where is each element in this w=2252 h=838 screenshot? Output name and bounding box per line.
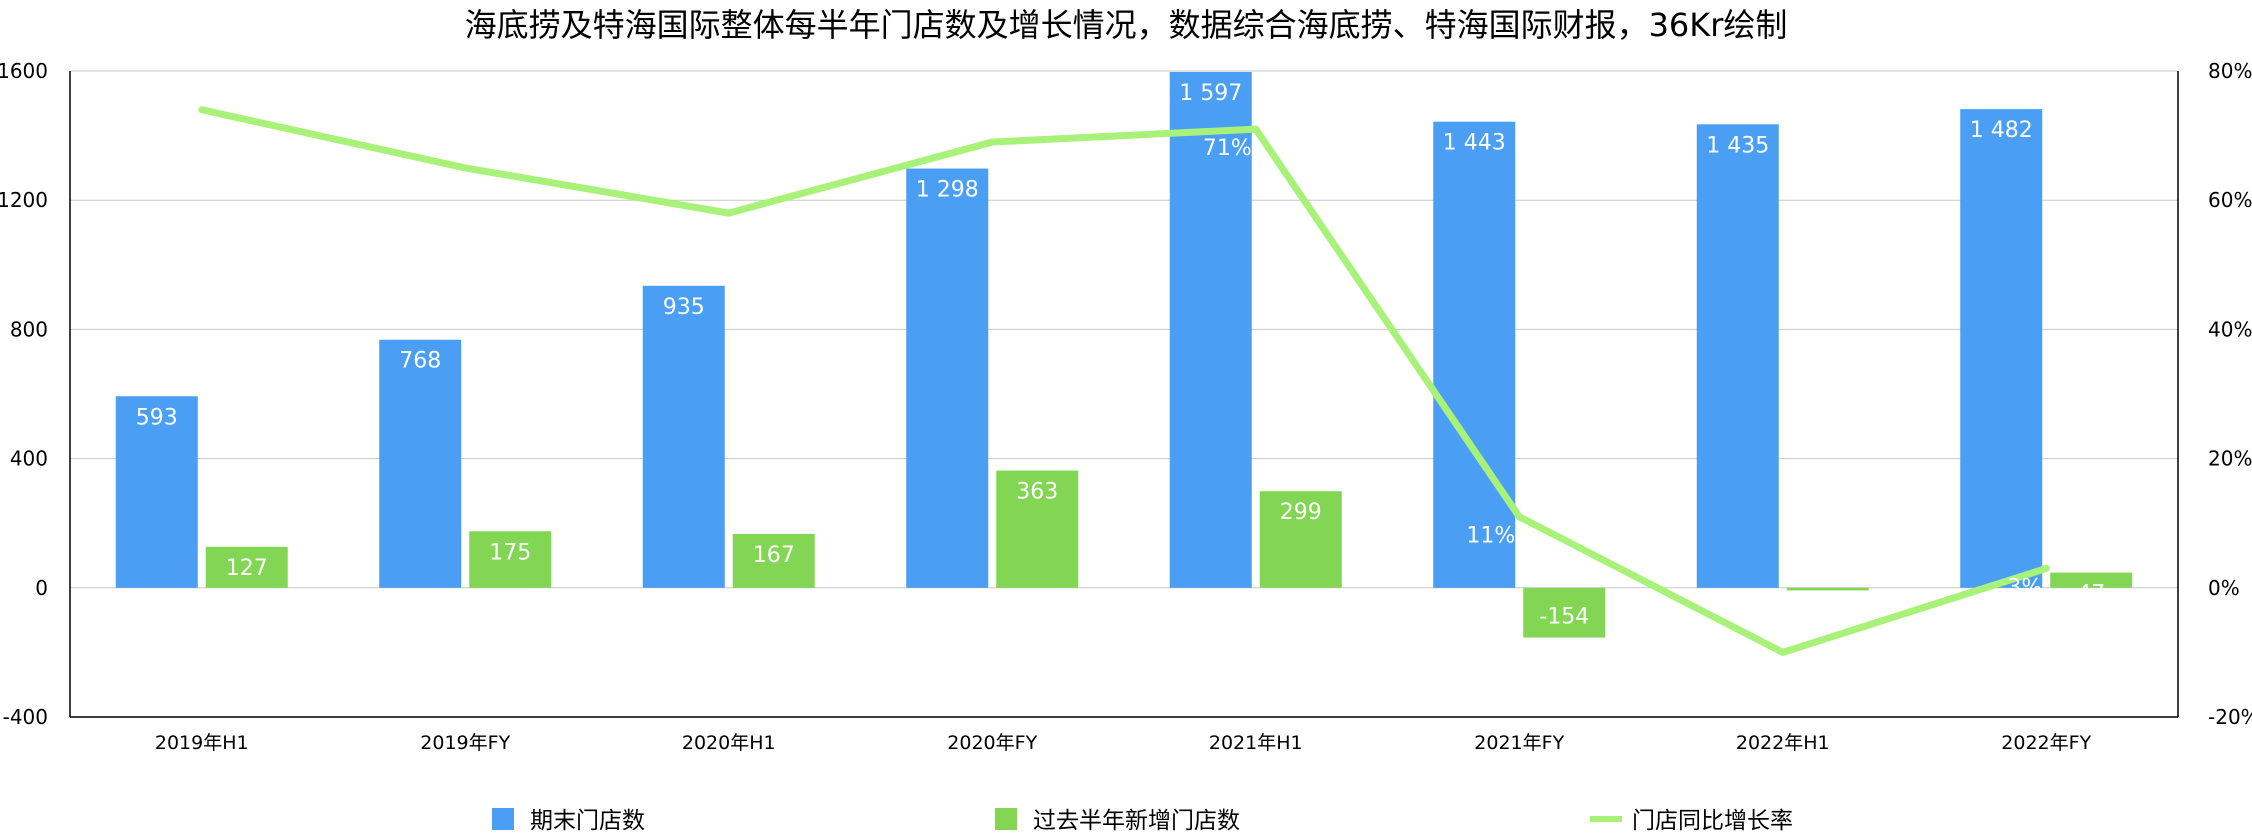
x-tick-label: 2021年H1 — [1209, 732, 1303, 754]
x-tick-label: 2021年FY — [1474, 732, 1564, 754]
data-label-new-stores: -154 — [1539, 605, 1589, 630]
data-label-store-count: 1 597 — [1179, 81, 1242, 106]
y-right-tick-label: 40% — [2208, 317, 2252, 341]
legend: 期末门店数 过去半年新增门店数 门店同比增长率 — [492, 808, 1793, 834]
y-left-tick-label: 400 — [10, 447, 48, 471]
x-tick-label: 2022年H1 — [1736, 732, 1830, 754]
bar-new-stores — [2050, 572, 2133, 588]
x-tick-label: 2022年FY — [2001, 732, 2091, 754]
data-label-store-count: 768 — [399, 349, 441, 374]
y-right-tick-label: 0% — [2208, 576, 2240, 600]
bar-layer — [115, 71, 2133, 638]
growth-rate-point — [989, 139, 996, 146]
bar-new-stores — [1786, 587, 1869, 591]
y-left-tick-label: -400 — [3, 705, 48, 729]
legend-item: 过去半年新增门店数 — [995, 808, 1240, 834]
growth-rate-point — [725, 210, 732, 217]
bar-store-count — [1960, 109, 2043, 588]
legend-item: 门店同比增长率 — [1590, 808, 1793, 834]
bar-store-count — [1169, 71, 1252, 588]
bar-new-stores — [1523, 587, 1606, 638]
growth-rate-point — [462, 164, 469, 171]
growth-rate-point — [2043, 565, 2050, 572]
bar-store-count — [1696, 124, 1779, 588]
bar-store-count — [1433, 121, 1516, 588]
data-label-new-stores: 363 — [1016, 480, 1058, 505]
data-label-growth-rate: 3% — [2007, 575, 2042, 600]
data-label-store-count: 1 298 — [916, 178, 979, 203]
bar-store-count — [906, 168, 989, 588]
line-layer — [198, 106, 2050, 656]
legend-label: 门店同比增长率 — [1632, 808, 1793, 834]
data-label-store-count: 1 443 — [1443, 131, 1506, 156]
y-right-tick-label: 20% — [2208, 447, 2252, 471]
legend-swatch — [995, 808, 1017, 830]
legend-swatch — [492, 808, 514, 830]
bar-new-stores — [469, 531, 552, 588]
data-label-growth-rate: 71% — [1203, 136, 1252, 161]
x-tick-label: 2020年FY — [947, 732, 1037, 754]
y-left-tick-label: 1200 — [0, 188, 48, 212]
data-label-new-stores: 299 — [1280, 500, 1322, 525]
data-label-new-stores: 167 — [753, 543, 795, 568]
growth-rate-point — [1252, 126, 1259, 133]
chart-title: 海底捞及特海国际整体每半年门店数及增长情况，数据综合海底捞、特海国际财报，36K… — [465, 6, 1788, 44]
y-left-tick-label: 800 — [10, 317, 48, 341]
legend-item: 期末门店数 — [492, 808, 645, 834]
legend-label: 过去半年新增门店数 — [1033, 808, 1240, 834]
legend-label: 期末门店数 — [530, 808, 645, 834]
y-left-tick-label: 0 — [35, 576, 48, 600]
x-tick-label: 2020年H1 — [682, 732, 776, 754]
bar-new-stores — [1259, 491, 1342, 588]
axis-layer: -400 0 400 800 1200 1600 -20% 0% 20% 40% 60% 80% 201… — [0, 59, 2252, 754]
growth-rate-point — [1516, 513, 1523, 520]
y-right-tick-label: 60% — [2208, 188, 2252, 212]
y-right-tick-label: 80% — [2208, 59, 2252, 83]
data-label-new-stores: 127 — [226, 556, 268, 581]
y-right-tick-label: -20% — [2208, 705, 2252, 729]
bar-new-stores — [732, 533, 815, 588]
data-label-store-count: 1 482 — [1970, 118, 2033, 143]
growth-rate-point — [198, 106, 205, 113]
data-label-growth-rate: 11% — [1466, 524, 1515, 549]
data-label-new-stores: 175 — [489, 540, 531, 565]
bar-store-count — [642, 285, 725, 588]
growth-rate-line — [198, 106, 2050, 656]
data-label-store-count: 593 — [136, 405, 178, 430]
x-tick-label: 2019年H1 — [155, 732, 249, 754]
label-layer: 593 768 935 1 298 1 597 1 443 1 435 1 482 127 175… — [136, 81, 2106, 630]
data-label-store-count: 1 435 — [1706, 133, 1769, 158]
bar-store-count — [115, 396, 198, 588]
bar-new-stores — [205, 546, 288, 588]
data-label-new-stores: 47 — [2077, 582, 2105, 607]
x-tick-label: 2019年FY — [420, 732, 510, 754]
growth-rate-point — [1779, 649, 1786, 656]
y-left-tick-label: 1600 — [0, 59, 48, 83]
bar-store-count — [379, 339, 462, 588]
bar-new-stores — [996, 470, 1079, 588]
data-label-store-count: 935 — [663, 295, 705, 320]
